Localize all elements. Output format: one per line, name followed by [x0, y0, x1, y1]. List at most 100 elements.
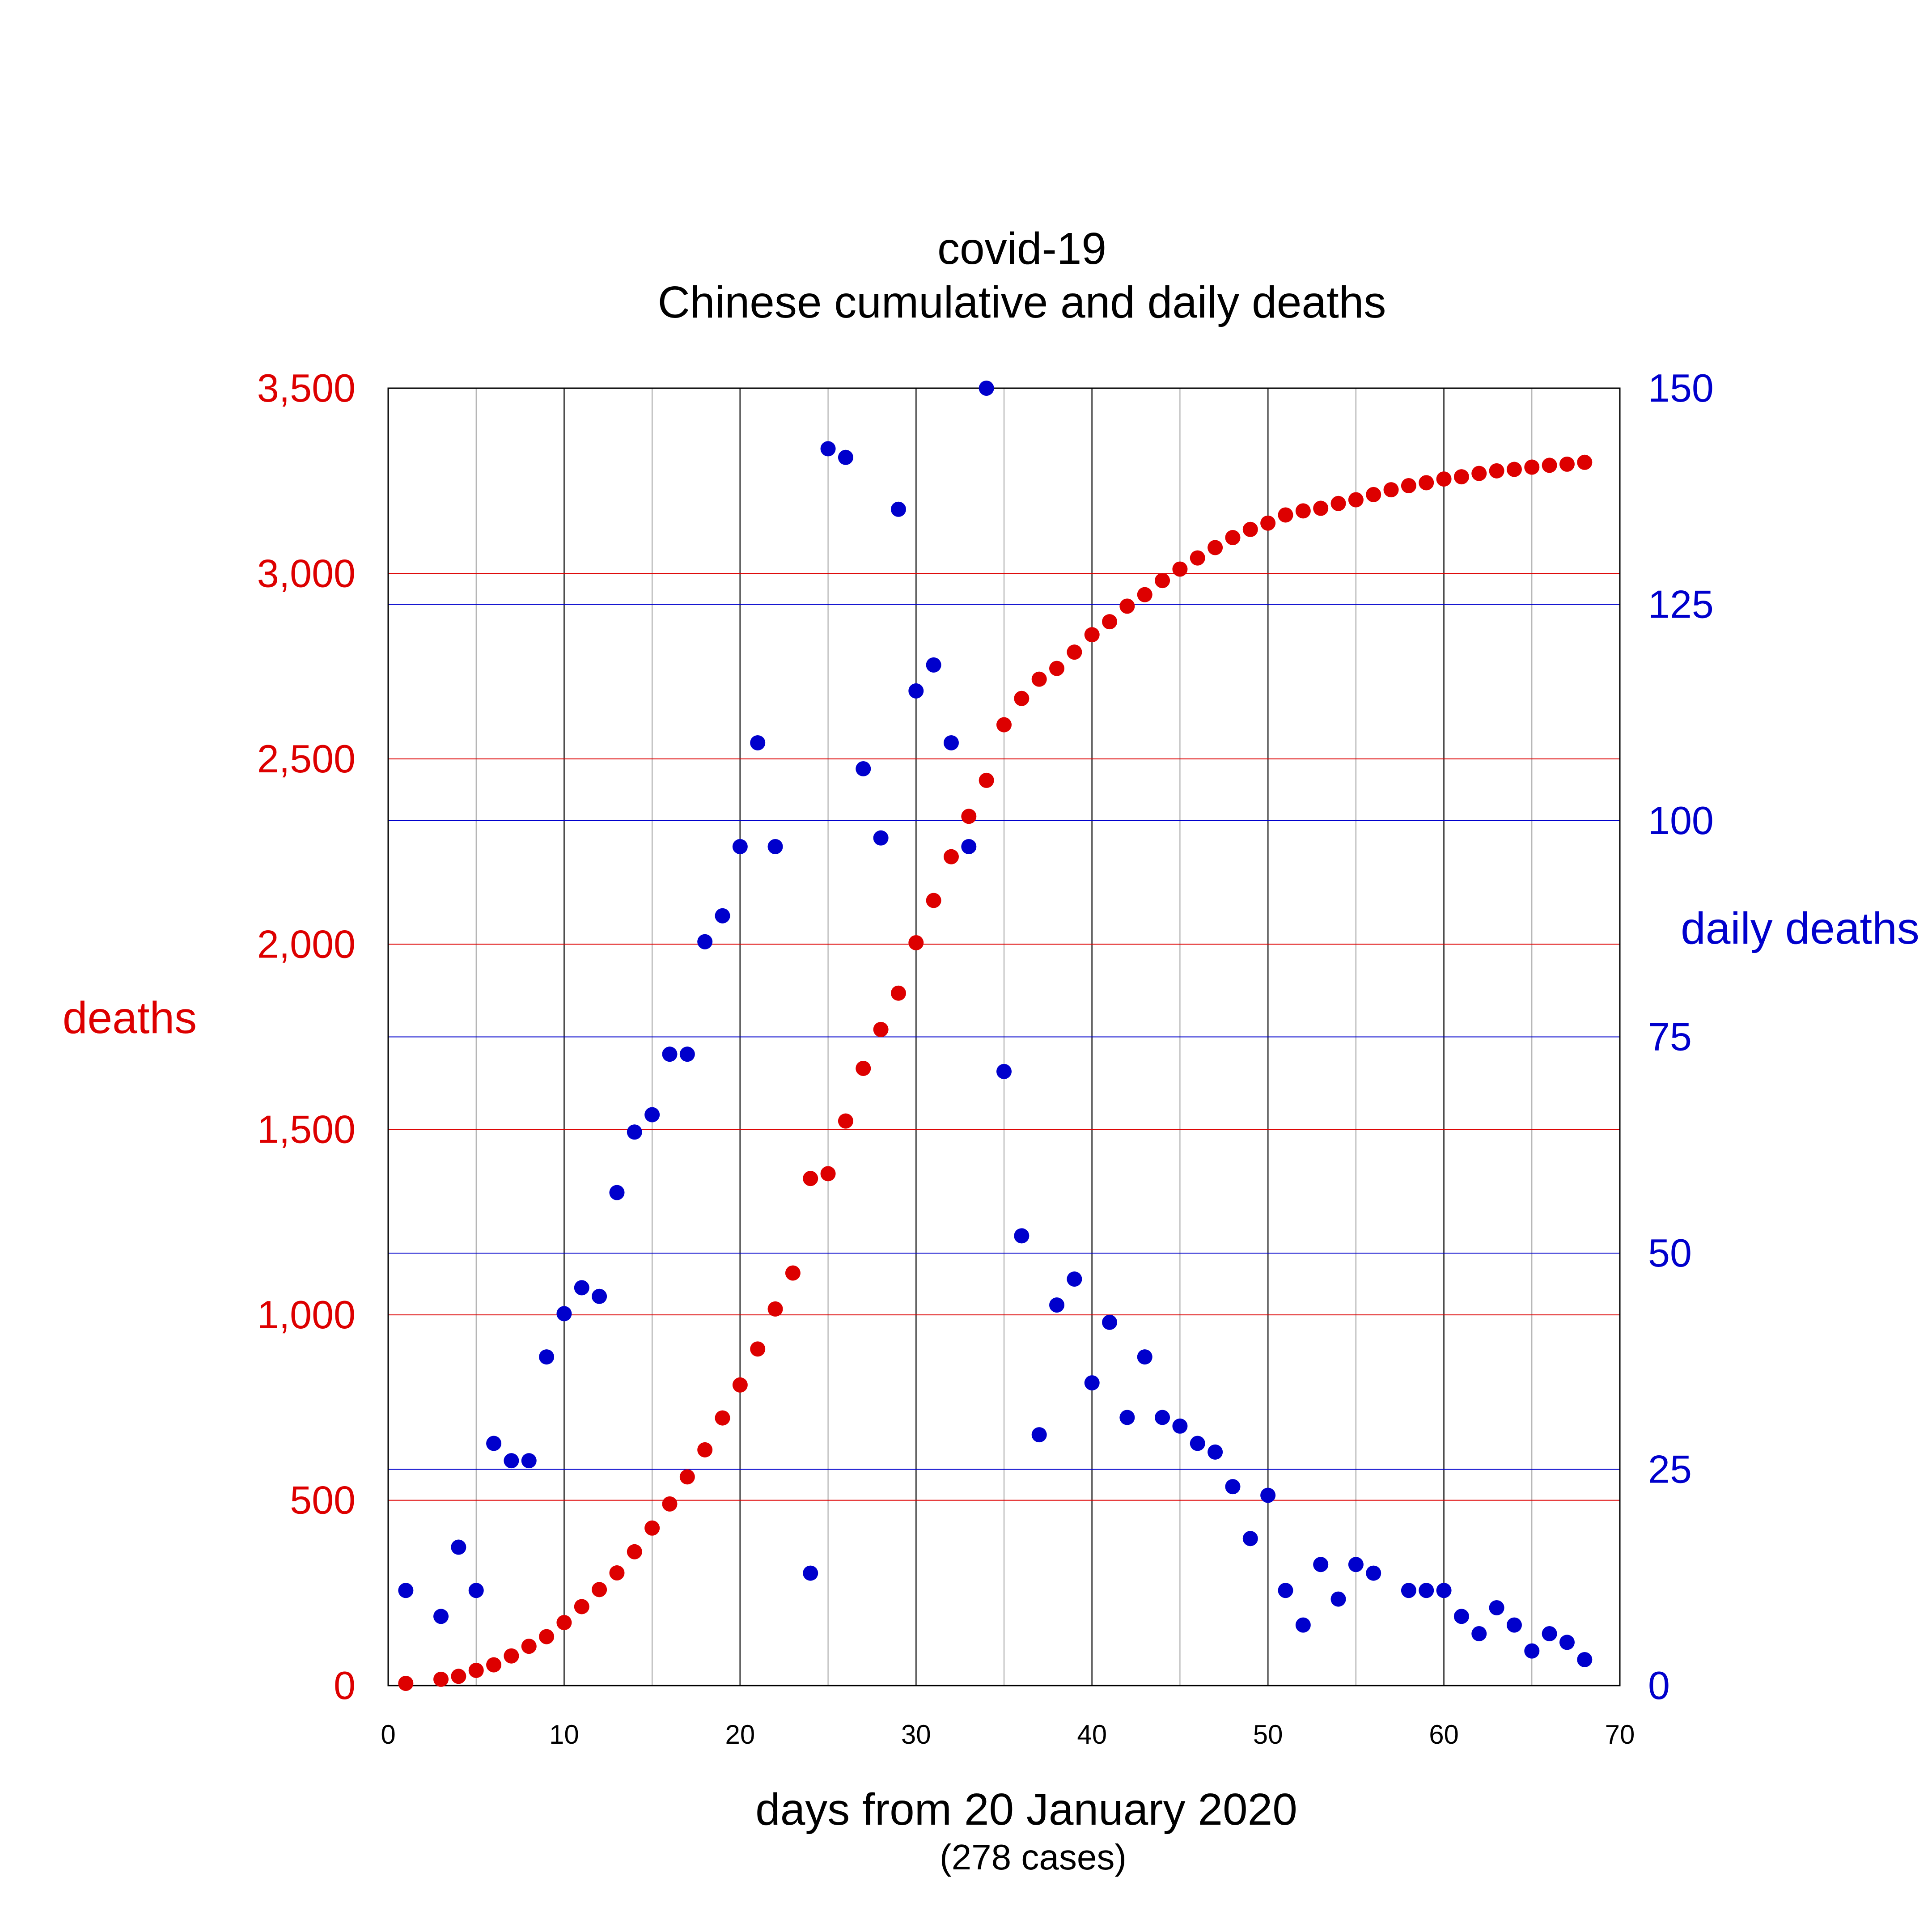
- cumulative-deaths-point: [715, 1410, 730, 1426]
- daily-deaths-point: [1489, 1600, 1504, 1615]
- cumulative-deaths-point: [1084, 627, 1100, 643]
- cumulative-deaths-point: [1260, 515, 1276, 531]
- daily-deaths-point: [1401, 1583, 1416, 1598]
- cumulative-deaths-point: [1542, 458, 1557, 473]
- daily-deaths-point: [662, 1046, 678, 1062]
- cumulative-deaths-point: [1506, 462, 1522, 477]
- cumulative-deaths-point: [767, 1301, 783, 1317]
- daily-deaths-point: [1577, 1652, 1593, 1667]
- cumulative-deaths-point: [785, 1265, 801, 1281]
- x-tick-label: 60: [1429, 1720, 1459, 1750]
- daily-deaths-point: [1366, 1565, 1381, 1581]
- right-tick-label: 150: [1648, 366, 1714, 410]
- cumulative-deaths-point: [803, 1171, 818, 1186]
- x-tick-label: 20: [725, 1720, 755, 1750]
- cumulative-deaths-point: [873, 1021, 889, 1037]
- cumulative-deaths-point: [961, 809, 977, 824]
- cumulative-deaths-point: [979, 772, 994, 788]
- cumulative-deaths-point: [592, 1582, 607, 1597]
- x-tick-label: 70: [1605, 1720, 1635, 1750]
- cumulative-deaths-point: [1295, 503, 1311, 519]
- cumulative-deaths-point: [750, 1341, 766, 1357]
- daily-deaths-point: [890, 501, 906, 517]
- daily-deaths-point: [1014, 1228, 1030, 1244]
- cumulative-deaths-point: [1242, 521, 1258, 537]
- cumulative-deaths-point: [556, 1615, 572, 1631]
- daily-deaths-point: [1049, 1297, 1065, 1313]
- daily-deaths-point: [1190, 1436, 1205, 1451]
- left-tick-label: 500: [290, 1478, 356, 1522]
- left-tick-label: 3,500: [257, 366, 356, 410]
- cumulative-deaths-point: [486, 1657, 502, 1673]
- cumulative-deaths-point: [1383, 482, 1399, 498]
- cumulative-deaths-point: [1190, 550, 1205, 566]
- cumulative-deaths-point: [468, 1663, 484, 1678]
- cumulative-deaths-point: [1067, 644, 1082, 660]
- cumulative-deaths-point: [574, 1599, 589, 1614]
- cumulative-deaths-point: [856, 1060, 871, 1076]
- cumulative-deaths-point: [644, 1520, 660, 1536]
- daily-deaths-point: [856, 761, 871, 776]
- cumulative-deaths-series: [398, 454, 1593, 1691]
- daily-deaths-point: [1506, 1617, 1522, 1633]
- x-tick-label: 10: [549, 1720, 579, 1750]
- daily-deaths-point: [1225, 1479, 1241, 1495]
- daily-deaths-point: [1260, 1487, 1276, 1503]
- cumulative-deaths-point: [1348, 492, 1364, 508]
- plot-frame: [387, 387, 1621, 1686]
- left-tick-label: 0: [334, 1663, 356, 1707]
- daily-deaths-point: [1419, 1583, 1434, 1598]
- left-tick-label: 2,000: [257, 922, 356, 966]
- daily-deaths-point: [504, 1453, 519, 1469]
- daily-deaths-point: [1453, 1609, 1469, 1624]
- daily-deaths-point: [539, 1349, 555, 1365]
- right-tick-label: 25: [1648, 1447, 1692, 1491]
- cumulative-deaths-point: [679, 1469, 695, 1485]
- daily-deaths-point: [1278, 1583, 1293, 1598]
- cumulative-deaths-point: [1401, 478, 1416, 493]
- daily-deaths-point: [592, 1288, 607, 1304]
- x-axis-note: (278 cases): [940, 1837, 1127, 1877]
- daily-deaths-point: [1542, 1626, 1557, 1641]
- right-axis-label: daily deaths: [1681, 903, 1919, 953]
- cumulative-deaths-point: [996, 717, 1012, 733]
- daily-deaths-point: [1348, 1557, 1364, 1572]
- daily-deaths-point: [521, 1453, 537, 1469]
- x-tick-label: 50: [1253, 1720, 1283, 1750]
- daily-deaths-point: [1313, 1557, 1329, 1572]
- daily-deaths-point: [1172, 1418, 1188, 1434]
- cumulative-deaths-point: [890, 985, 906, 1001]
- cumulative-deaths-point: [451, 1669, 466, 1684]
- cumulative-deaths-point: [609, 1565, 625, 1581]
- cumulative-deaths-point: [1278, 507, 1293, 523]
- x-axis-label: days from 20 January 2020: [755, 1784, 1297, 1835]
- daily-deaths-point: [1155, 1410, 1170, 1425]
- right-tick-label: 50: [1648, 1231, 1692, 1275]
- daily-deaths-point: [1102, 1314, 1118, 1330]
- cumulative-deaths-point: [943, 849, 959, 864]
- right-tick-label: 100: [1648, 798, 1714, 843]
- cumulative-deaths-point: [398, 1676, 414, 1691]
- daily-deaths-point: [803, 1565, 818, 1581]
- daily-deaths-point: [961, 839, 977, 855]
- right-axis-gridlines: [388, 604, 1620, 1470]
- daily-deaths-point: [838, 449, 853, 465]
- cumulative-deaths-point: [1313, 500, 1329, 516]
- right-tick-labels: 0 25 50 75 100 125 150: [1648, 366, 1714, 1707]
- x-tick-label: 40: [1077, 1720, 1107, 1750]
- daily-deaths-point: [979, 381, 994, 396]
- daily-deaths-point: [1137, 1349, 1152, 1365]
- daily-deaths-point: [697, 934, 713, 949]
- daily-deaths-point: [908, 683, 924, 699]
- cumulative-deaths-point: [1049, 661, 1065, 676]
- left-axis-label: deaths: [63, 993, 197, 1043]
- cumulative-deaths-point: [433, 1671, 449, 1687]
- daily-deaths-point: [679, 1046, 695, 1062]
- cumulative-deaths-point: [1419, 475, 1434, 491]
- daily-deaths-point: [820, 441, 836, 457]
- daily-deaths-point: [1084, 1375, 1100, 1391]
- cumulative-deaths-point: [1102, 614, 1118, 630]
- daily-deaths-point: [1242, 1531, 1258, 1546]
